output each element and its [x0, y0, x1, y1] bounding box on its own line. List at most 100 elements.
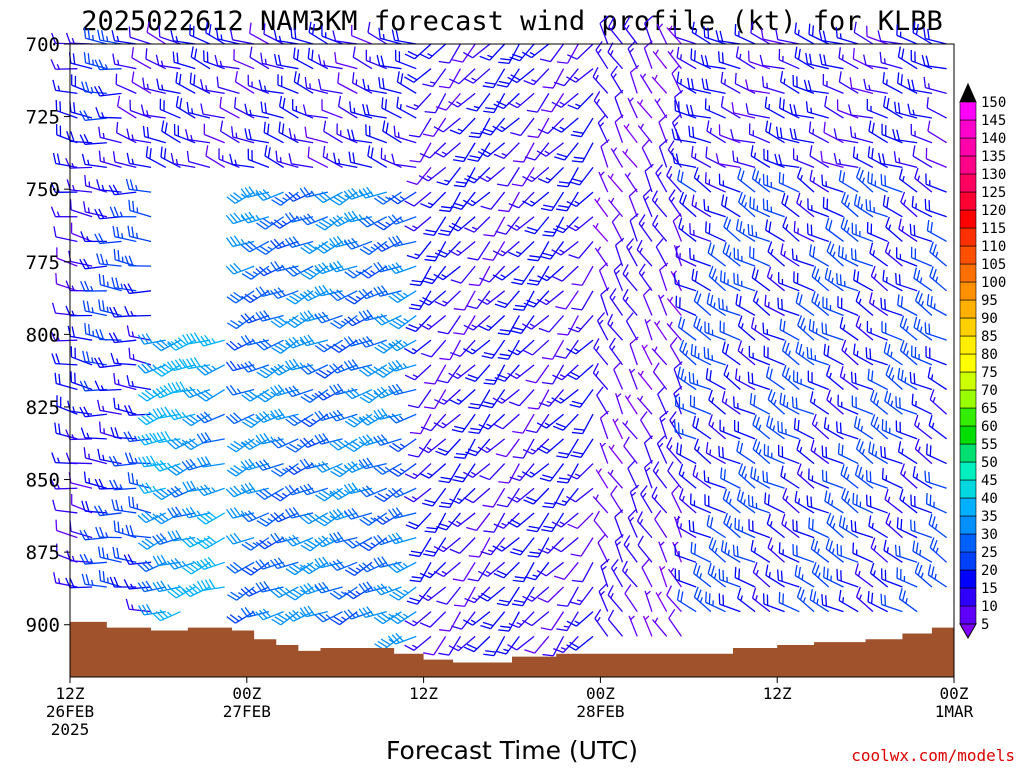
wind-barb — [715, 153, 741, 169]
wind-barb-flag — [373, 389, 382, 399]
wind-barb — [388, 611, 417, 625]
wind-barb — [571, 265, 594, 286]
wind-barb-flag — [495, 650, 507, 655]
wind-barb-flag — [55, 353, 61, 365]
wind-barb-staff — [534, 635, 550, 654]
wind-barb-flag — [483, 530, 495, 533]
wind-barb-flag — [108, 185, 116, 196]
wind-barb-half-flag — [86, 236, 90, 242]
wind-barb-staff — [476, 290, 491, 309]
wind-barb-half-flag — [238, 592, 244, 596]
wind-barb-flag — [671, 484, 680, 494]
wind-barb-half-flag — [341, 616, 347, 621]
wind-barb-staff — [70, 209, 93, 218]
wind-barb-flag — [794, 22, 797, 34]
wind-barb-flag — [328, 364, 338, 374]
wind-barb — [55, 519, 78, 539]
wind-barb-flag — [112, 332, 119, 343]
wind-barb-flag — [332, 236, 341, 247]
wind-barb-half-flag — [296, 443, 303, 448]
wind-barb-flag — [483, 110, 495, 114]
wind-barb-flag — [464, 597, 475, 604]
wind-barb — [241, 537, 270, 551]
wind-barb-staff — [600, 146, 609, 168]
wind-barb-flag — [495, 453, 507, 458]
wind-barb-flag — [705, 79, 709, 90]
wind-barb — [290, 27, 314, 45]
wind-barb-half-flag — [473, 105, 480, 109]
wind-barb-flag — [348, 295, 358, 303]
wind-barb — [782, 216, 800, 242]
wind-barb-half-flag — [299, 611, 305, 617]
wind-barb-staff — [518, 389, 535, 407]
wind-barb-staff — [232, 39, 255, 45]
wind-barb-flag — [750, 317, 755, 328]
wind-barb-flag — [507, 372, 518, 380]
wind-barb-staff — [493, 216, 506, 237]
wind-barb — [805, 101, 829, 119]
wind-barb-flag — [692, 373, 695, 384]
wind-barb-flag — [102, 275, 105, 286]
wind-barb — [763, 148, 785, 169]
wind-barb — [614, 509, 624, 538]
wind-barb-half-flag — [559, 374, 566, 378]
wind-barb-flag — [271, 618, 282, 626]
wind-barb-flag — [730, 129, 734, 140]
wind-barb-flag — [174, 408, 183, 419]
wind-barb-flag — [600, 558, 610, 567]
wind-barb-flag — [336, 409, 345, 419]
wind-barb-flag — [282, 97, 286, 109]
wind-barb — [622, 288, 638, 316]
wind-barb-staff — [70, 482, 93, 489]
wind-barb-flag — [270, 320, 281, 328]
wind-barb-flag — [709, 370, 712, 381]
wind-barb — [94, 380, 122, 392]
wind-barb-flag — [708, 265, 714, 277]
wind-barb — [152, 459, 181, 472]
wind-barb — [374, 364, 402, 378]
wind-barb — [734, 24, 756, 45]
wind-barb — [344, 290, 373, 305]
wind-barb — [651, 486, 668, 514]
wind-barb-flag — [56, 153, 61, 165]
wind-barb-half-flag — [785, 224, 789, 230]
wind-barb-flag — [395, 339, 405, 348]
wind-barb — [388, 383, 417, 396]
wind-barb — [693, 315, 712, 341]
wind-barb-flag — [226, 296, 237, 304]
wind-barb — [127, 472, 152, 489]
wind-barb — [721, 341, 741, 366]
wind-barb-staff — [448, 636, 461, 656]
wind-barb — [492, 265, 520, 281]
wind-barb-flag — [318, 244, 328, 252]
wind-barb — [512, 413, 535, 434]
wind-barb-flag — [768, 122, 772, 134]
wind-barb-flag — [693, 315, 698, 327]
wind-barb-flag — [317, 263, 327, 273]
wind-barb-flag — [373, 262, 381, 273]
wind-barb — [452, 142, 476, 163]
wind-barb — [304, 126, 328, 144]
wind-barb — [328, 363, 358, 374]
wind-barb-half-flag — [624, 420, 629, 426]
wind-barb-flag — [292, 506, 301, 517]
wind-barb-flag — [97, 85, 105, 96]
wind-barb-flag — [137, 436, 146, 446]
wind-barb-flag — [318, 369, 329, 377]
wind-barb — [676, 589, 697, 613]
wind-barb-flag — [186, 358, 193, 369]
wind-barb-flag — [79, 554, 86, 565]
wind-barb-flag — [177, 584, 187, 593]
wind-barb — [240, 606, 270, 618]
wind-barb-staff — [434, 389, 447, 409]
wind-barb — [737, 167, 756, 193]
wind-barb — [418, 166, 447, 182]
wind-barb-flag — [288, 237, 297, 247]
wind-barb-flag — [395, 612, 405, 620]
wind-barb-staff — [352, 56, 373, 70]
wind-barb-staff — [534, 142, 550, 161]
wind-barb-flag — [734, 24, 737, 35]
wind-barb-flag — [451, 222, 462, 229]
wind-barb-flag — [623, 436, 630, 447]
wind-barb — [367, 145, 388, 168]
